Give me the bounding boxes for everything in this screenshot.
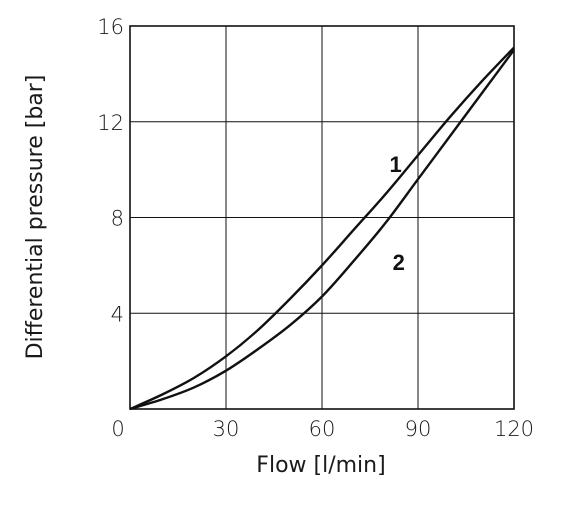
y-tick-label: 16 — [97, 15, 124, 39]
curve-labels: 12 — [389, 152, 404, 275]
y-axis-label: Differential pressure [bar] — [23, 75, 48, 360]
y-tick-label: 12 — [97, 111, 124, 135]
x-tick-label: 0 — [111, 417, 124, 441]
y-tick-label: 4 — [111, 302, 124, 326]
x-tick-label: 60 — [309, 417, 336, 441]
curve-2-label: 2 — [393, 250, 405, 275]
curve-1-line — [129, 46, 515, 411]
plot-frame — [129, 25, 515, 410]
x-tick-label: 30 — [213, 417, 240, 441]
grid — [130, 26, 514, 409]
x-axis-label: Flow [l/min] — [256, 453, 385, 478]
x-tick-label: 90 — [405, 417, 432, 441]
y-tick-label: 8 — [111, 207, 124, 231]
curve-1-label: 1 — [389, 152, 401, 177]
x-tick-label: 120 — [494, 417, 534, 441]
curves — [129, 46, 515, 411]
curve-2-line — [129, 49, 515, 411]
